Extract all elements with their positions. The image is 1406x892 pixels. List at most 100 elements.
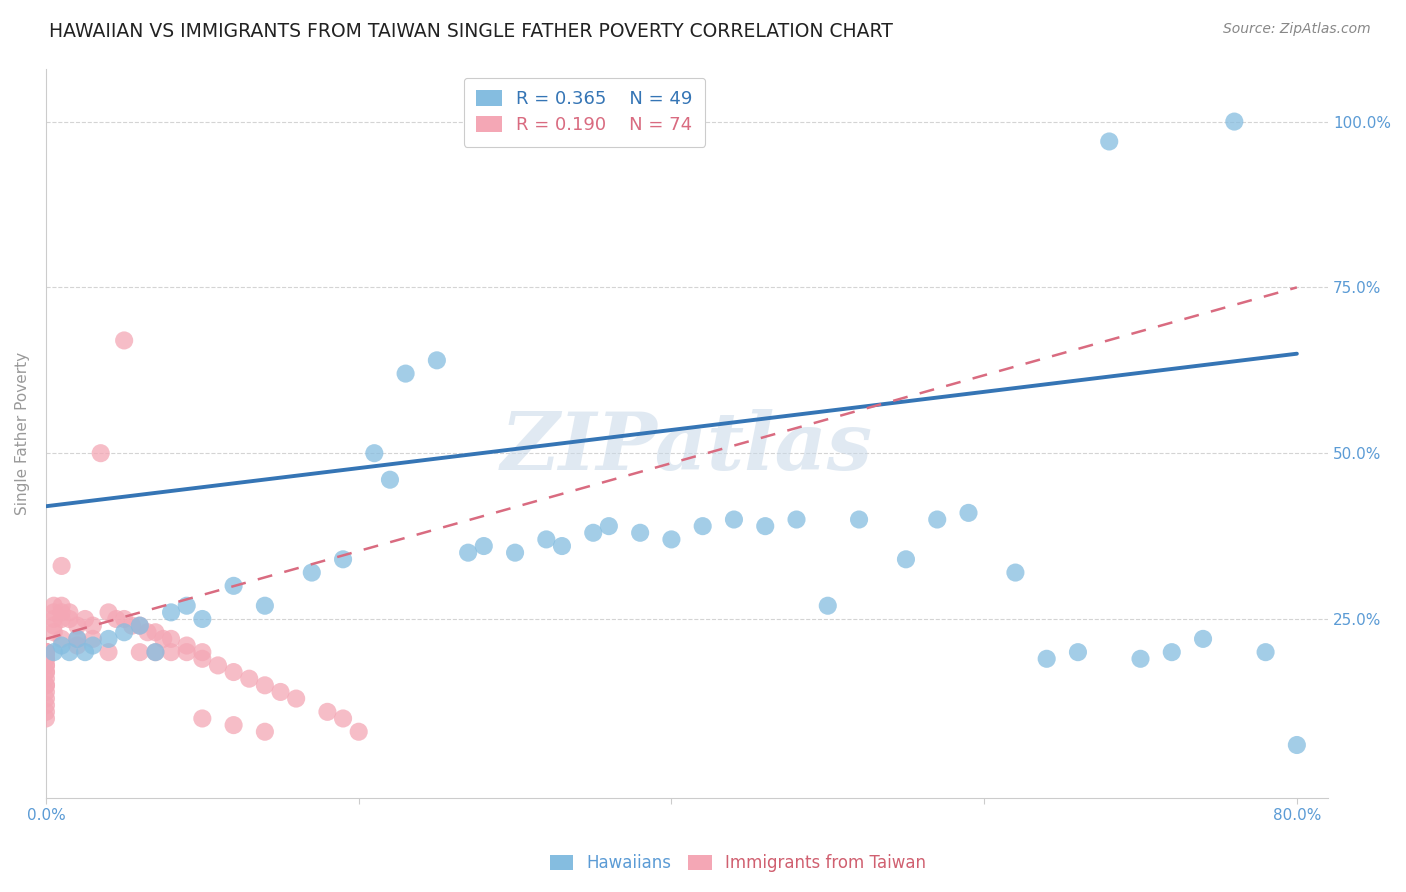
Point [238,672,260,686]
Point [51,558,73,573]
Point [66,632,89,646]
Point [136,625,159,640]
Point [363,446,385,460]
Point [957,506,980,520]
Point [97,645,120,659]
Point [35,665,58,679]
Point [35,705,58,719]
Point [66,632,89,646]
Point [176,639,198,653]
Point [51,606,73,620]
Point [1160,645,1182,659]
Point [253,599,276,613]
Point [35,645,58,659]
Point [316,705,339,719]
Point [176,599,198,613]
Point [51,632,73,646]
Point [42,625,65,640]
Legend: Hawaiians, Immigrants from Taiwan: Hawaiians, Immigrants from Taiwan [544,847,932,879]
Point [927,512,949,526]
Point [35,645,58,659]
Point [35,645,58,659]
Point [145,645,167,659]
Point [1035,652,1057,666]
Point [222,665,245,679]
Point [73,645,96,659]
Point [160,606,183,620]
Point [35,711,58,725]
Point [628,525,651,540]
Point [723,512,745,526]
Point [191,652,214,666]
Point [35,678,58,692]
Point [1129,652,1152,666]
Point [35,672,58,686]
Text: HAWAIIAN VS IMMIGRANTS FROM TAIWAN SINGLE FATHER POVERTY CORRELATION CHART: HAWAIIAN VS IMMIGRANTS FROM TAIWAN SINGL… [49,22,893,41]
Point [301,566,323,580]
Point [58,612,80,626]
Point [97,606,120,620]
Point [35,645,58,659]
Point [35,685,58,699]
Point [347,724,370,739]
Point [42,606,65,620]
Point [35,652,58,666]
Point [894,552,917,566]
Point [253,678,276,692]
Point [457,546,479,560]
Point [35,645,58,659]
Point [35,645,58,659]
Point [128,618,150,632]
Point [112,334,135,348]
Point [66,639,89,653]
Point [817,599,839,613]
Point [128,618,150,632]
Point [503,546,526,560]
Point [1285,738,1308,752]
Point [42,599,65,613]
Point [66,618,89,632]
Point [58,606,80,620]
Point [35,645,58,659]
Point [536,533,558,547]
Point [97,632,120,646]
Point [378,473,401,487]
Point [754,519,776,533]
Point [35,678,58,692]
Point [82,618,104,632]
Point [1067,645,1090,659]
Point [112,612,135,626]
Point [145,645,167,659]
Point [191,711,214,725]
Point [35,658,58,673]
Point [35,658,58,673]
Point [42,645,65,659]
Point [1192,632,1215,646]
Point [332,552,354,566]
Point [191,645,214,659]
Point [35,652,58,666]
Point [112,625,135,640]
Point [35,691,58,706]
Point [551,539,574,553]
Text: Source: ZipAtlas.com: Source: ZipAtlas.com [1223,22,1371,37]
Point [692,519,714,533]
Text: ZIPatlas: ZIPatlas [501,409,873,487]
Point [160,632,183,646]
Point [121,618,143,632]
Point [332,711,354,725]
Point [51,639,73,653]
Point [207,658,229,673]
Point [35,698,58,713]
Point [73,612,96,626]
Point [394,367,416,381]
Point [582,525,605,540]
Point [51,599,73,613]
Point [90,446,112,460]
Point [222,579,245,593]
Point [285,691,308,706]
Point [82,639,104,653]
Point [82,632,104,646]
Point [1254,645,1277,659]
Point [598,519,620,533]
